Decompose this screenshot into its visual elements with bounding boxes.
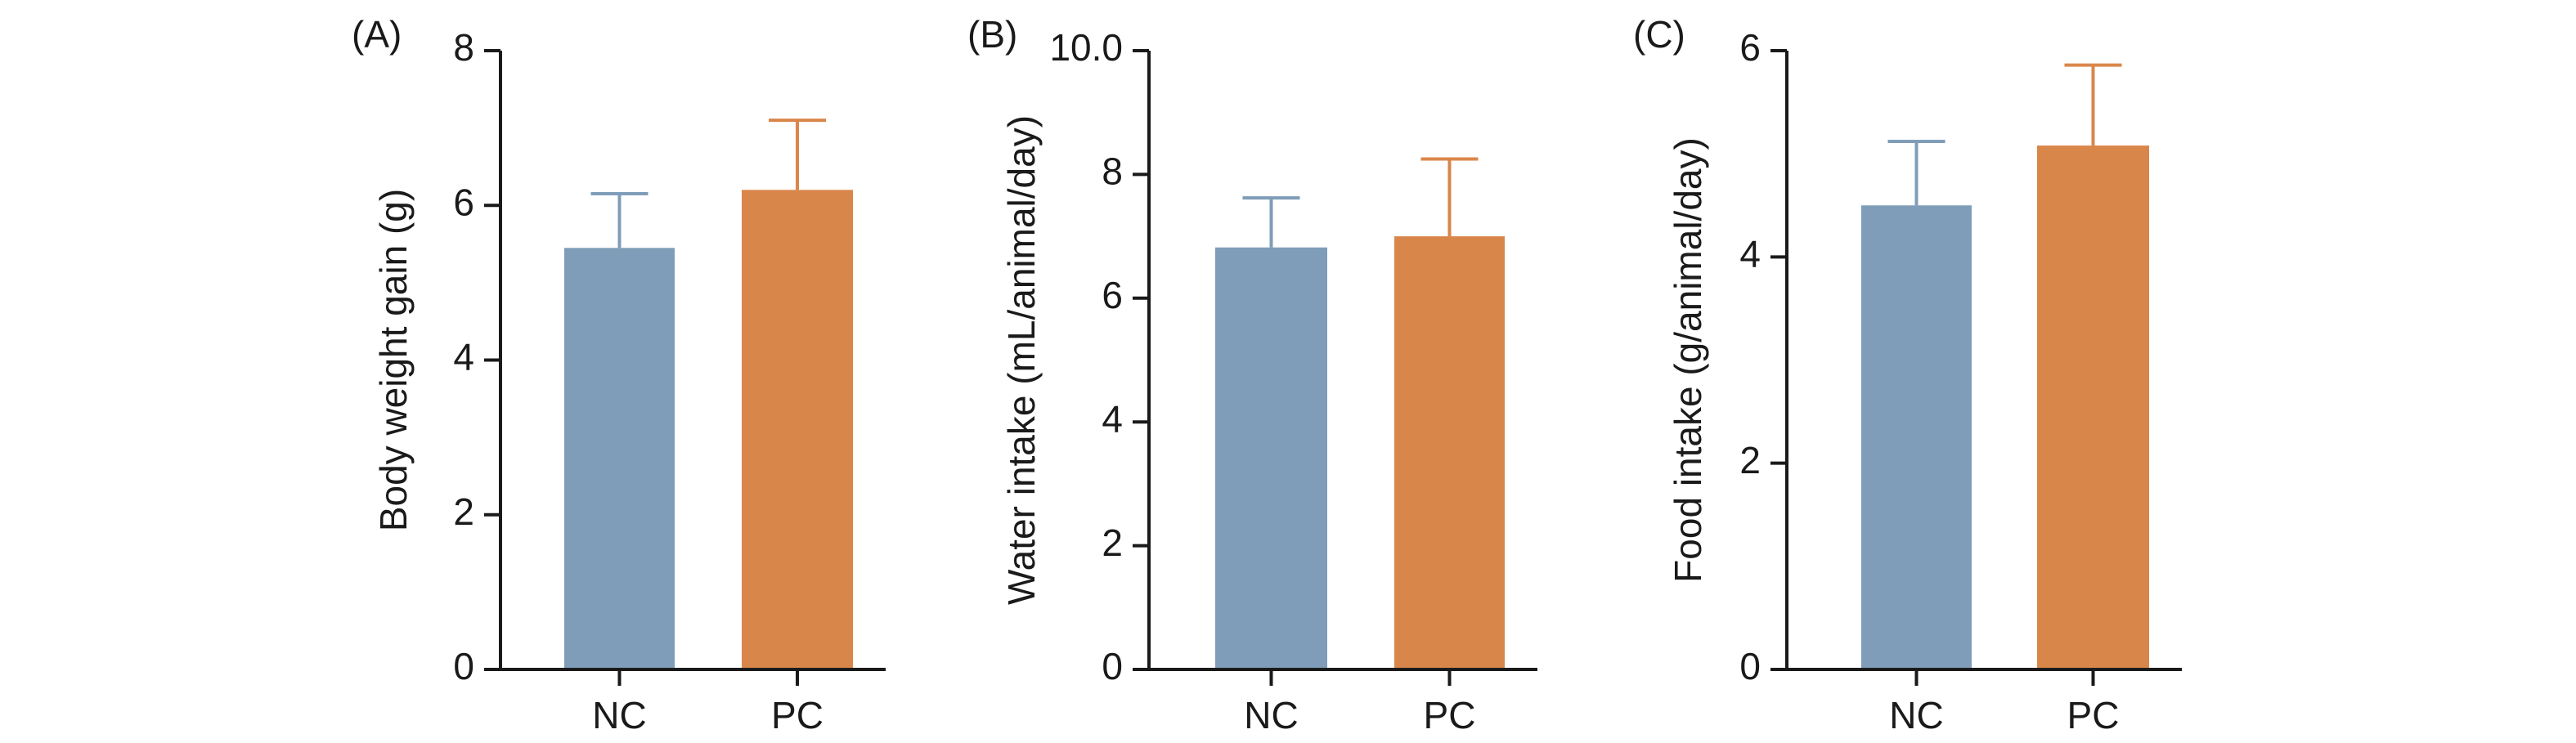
panel-label: (B) [967,13,1017,56]
bar-pc [742,190,853,669]
y-tick-label: 10.0 [1049,26,1123,69]
x-tick-label: NC [1889,694,1943,736]
y-tick-label: 4 [453,336,474,378]
y-tick-label: 6 [1102,274,1123,316]
x-tick-label: NC [1244,694,1298,736]
x-tick-label: PC [771,694,824,736]
bar-nc [1215,247,1327,669]
y-tick-label: 8 [453,26,474,69]
y-tick-label: 0 [453,645,474,687]
y-tick-label: 8 [1102,150,1123,193]
panel-label: (C) [1633,13,1685,56]
y-tick-label: 2 [1739,439,1761,481]
x-tick-label: PC [2067,694,2120,736]
chart-panel-2: (B) NC PC 0 2 4 6 8 10.0 Water intake (mL/animal/… [967,13,1537,736]
y-tick-label: 0 [1102,645,1123,687]
chart-panel-3: (C) NC PC 0 2 4 6 Food intake (g/animal/day) [1633,13,2182,736]
x-tick-label: PC [1424,694,1476,736]
y-axis-title: Water intake (mL/animal/day) [1000,115,1043,605]
chart-panel-1: (A) NC PC 0 2 4 6 8 Body weight gain (g) [352,13,886,736]
y-axis-title: Food intake (g/animal/day) [1667,137,1709,583]
bar-nc [564,248,675,669]
x-tick-label: NC [592,694,646,736]
bar-nc [1861,205,1972,669]
panel-label: (A) [352,13,402,56]
y-tick-label: 4 [1102,397,1123,440]
bar-pc [2037,145,2149,669]
bar-pc [1394,236,1505,670]
y-tick-label: 4 [1739,232,1761,275]
y-tick-label: 6 [453,181,474,223]
y-tick-label: 2 [1102,521,1123,564]
y-axis-title: Body weight gain (g) [372,189,415,531]
y-tick-label: 6 [1739,26,1761,69]
y-tick-label: 0 [1739,645,1761,687]
y-tick-label: 2 [453,490,474,533]
